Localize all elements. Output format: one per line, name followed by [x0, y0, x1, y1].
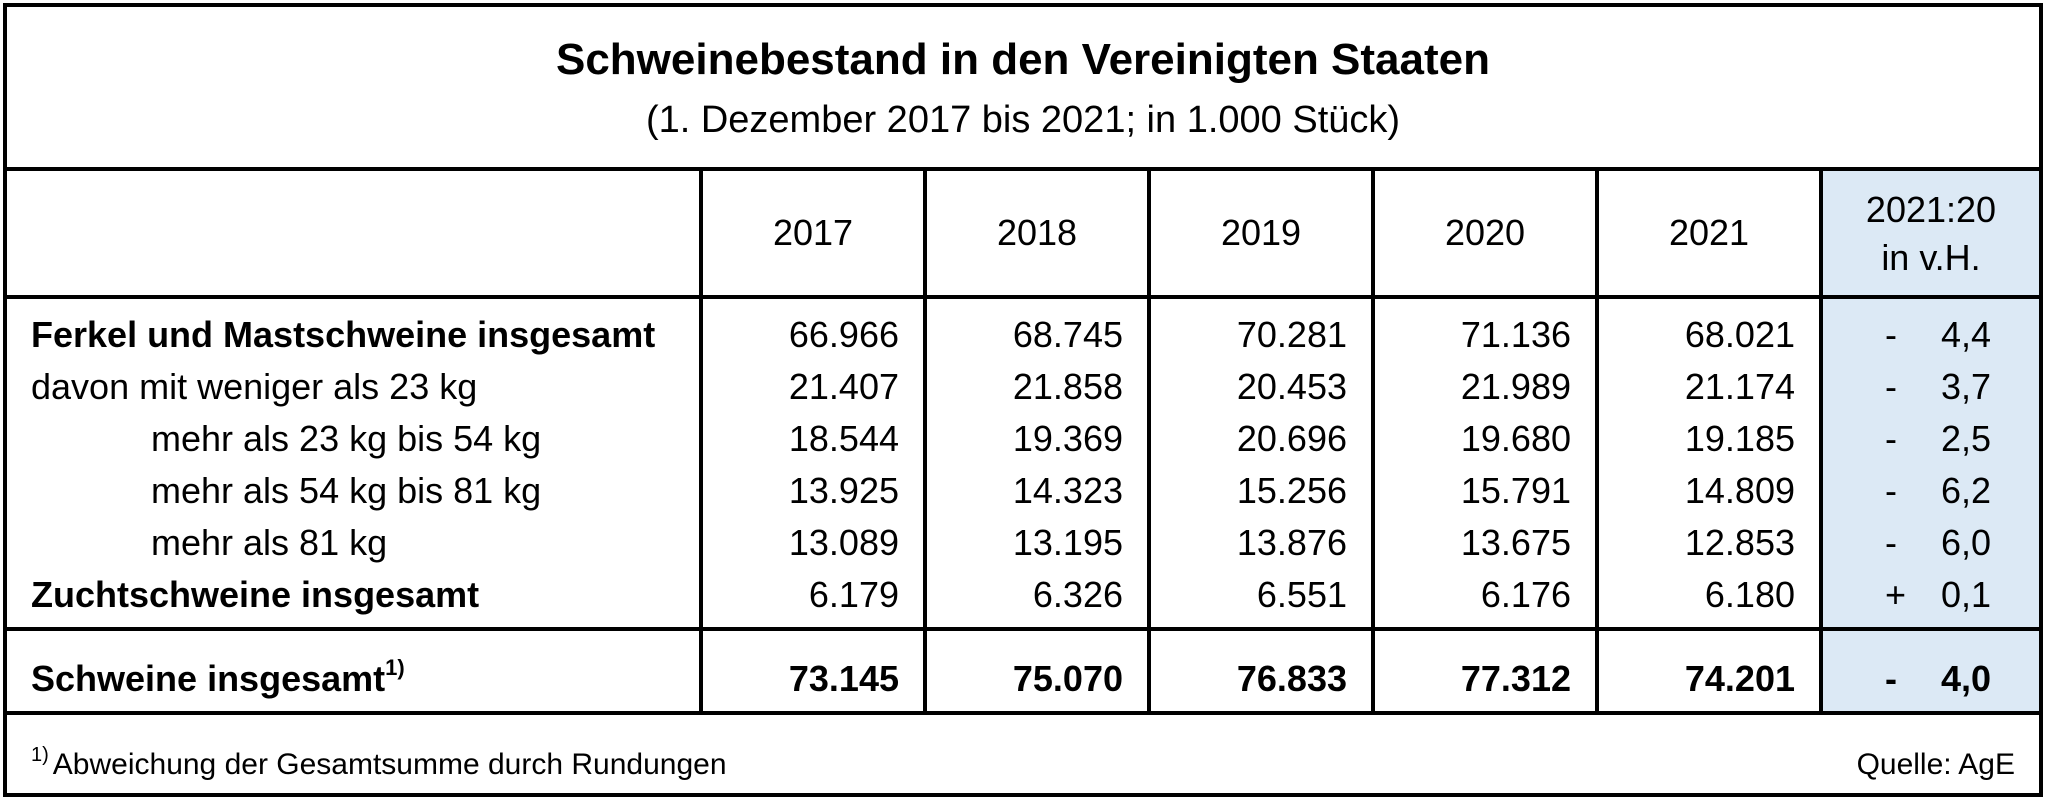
- row2-2017: 21.407: [788, 366, 899, 407]
- total-2021: 74.201: [1684, 658, 1795, 699]
- row6-change-sign: +: [1885, 574, 1907, 615]
- total-2019: 76.833: [1236, 658, 1347, 699]
- rule-below-total: [7, 711, 2039, 715]
- row5-2017: 13.089: [788, 522, 899, 563]
- row3-2018: 19.369: [1012, 418, 1123, 459]
- row1-2018: 68.745: [1012, 314, 1123, 355]
- row1-2019: 70.281: [1236, 314, 1347, 355]
- total-2020: 77.312: [1460, 658, 1571, 699]
- row2-2018: 21.858: [1012, 366, 1123, 407]
- row5-2018: 13.195: [1012, 522, 1123, 563]
- row5-2019: 13.876: [1236, 522, 1347, 563]
- row4-2021: 14.809: [1684, 470, 1795, 511]
- row3-2019: 20.696: [1236, 418, 1347, 459]
- total-2018: 75.070: [1012, 658, 1123, 699]
- row4-2020: 15.791: [1460, 470, 1571, 511]
- row5-2020: 13.675: [1460, 522, 1571, 563]
- row-label-under-23kg: davon mit weniger als 23 kg: [31, 366, 478, 407]
- row4-change-value: 6,2: [1940, 470, 1991, 511]
- rule-below-title: [7, 167, 2039, 171]
- footnote-text: Abweichung der Gesamtsumme durch Rundung…: [52, 748, 727, 781]
- row-label-zuchtschweine: Zuchtschweine insgesamt: [31, 574, 480, 615]
- header-2019: 2019: [1220, 212, 1302, 253]
- title-block: Schweinebestand in den Vereinigten Staat…: [7, 7, 2039, 167]
- col-divider-2: [923, 167, 927, 715]
- header-2017: 2017: [772, 212, 854, 253]
- total-label: Schweine insgesamt1): [31, 657, 405, 701]
- table-frame: Schweinebestand in den Vereinigten Staat…: [3, 3, 2043, 797]
- header-2020: 2020: [1444, 212, 1526, 253]
- table-subtitle: (1. Dezember 2017 bis 2021; in 1.000 Stü…: [645, 99, 1401, 141]
- row2-2019: 20.453: [1236, 366, 1347, 407]
- row5-change-sign: -: [1885, 522, 1897, 563]
- footnote: 1) Abweichung der Gesamtsumme durch Rundu…: [31, 745, 727, 785]
- row4-2019: 15.256: [1236, 470, 1347, 511]
- row3-change-value: 2,5: [1940, 418, 1991, 459]
- row1-2017: 66.966: [788, 314, 899, 355]
- footnote-mark: 1): [31, 744, 49, 766]
- row1-change-value: 4,4: [1940, 314, 1991, 355]
- row4-2018: 14.323: [1012, 470, 1123, 511]
- row-label-54-81kg: mehr als 54 kg bis 81 kg: [151, 470, 542, 511]
- row4-change-sign: -: [1885, 470, 1897, 511]
- total-change-sign: -: [1885, 658, 1897, 699]
- col-divider-6: [1819, 167, 1823, 715]
- row1-change-sign: -: [1885, 314, 1897, 355]
- row6-2020: 6.176: [1480, 574, 1571, 615]
- row5-2021: 12.853: [1684, 522, 1795, 563]
- row3-2017: 18.544: [788, 418, 899, 459]
- row4-2017: 13.925: [788, 470, 899, 511]
- total-2017: 73.145: [788, 658, 899, 699]
- row6-change-value: 0,1: [1940, 574, 1991, 615]
- row2-change-value: 3,7: [1940, 366, 1991, 407]
- row3-2021: 19.185: [1684, 418, 1795, 459]
- total-label-text: Schweine insgesamt: [31, 658, 386, 699]
- row-label-ferkel-mast: Ferkel und Mastschweine insgesamt: [31, 314, 656, 355]
- row2-2020: 21.989: [1460, 366, 1571, 407]
- row6-2021: 6.180: [1704, 574, 1795, 615]
- row2-2021: 21.174: [1684, 366, 1795, 407]
- header-2018: 2018: [996, 212, 1078, 253]
- change-column-shade: [1823, 167, 2039, 711]
- row6-2017: 6.179: [808, 574, 899, 615]
- col-divider-1: [699, 167, 703, 715]
- total-footnote-mark: 1): [385, 655, 405, 680]
- row3-change-sign: -: [1885, 418, 1897, 459]
- col-divider-3: [1147, 167, 1151, 715]
- rule-above-total: [7, 627, 2039, 631]
- col-divider-4: [1371, 167, 1375, 715]
- header-change-line2: in v.H.: [1881, 237, 1981, 278]
- row-label-23-54kg: mehr als 23 kg bis 54 kg: [151, 418, 542, 459]
- row5-change-value: 6,0: [1940, 522, 1991, 563]
- row6-2018: 6.326: [1032, 574, 1123, 615]
- header-2021: 2021: [1668, 212, 1750, 253]
- total-change-value: 4,0: [1940, 658, 1991, 699]
- row1-2020: 71.136: [1460, 314, 1571, 355]
- table-title: Schweinebestand in den Vereinigten Staat…: [555, 35, 1490, 84]
- row3-2020: 19.680: [1460, 418, 1571, 459]
- col-divider-5: [1595, 167, 1599, 715]
- row6-2019: 6.551: [1256, 574, 1347, 615]
- row2-change-sign: -: [1885, 366, 1897, 407]
- header-change-line1: 2021:20: [1865, 189, 1997, 230]
- source-note: Quelle: AgE: [1856, 748, 2015, 781]
- row-label-over-81kg: mehr als 81 kg: [151, 522, 388, 563]
- rule-below-header: [7, 295, 2039, 299]
- row1-2021: 68.021: [1684, 314, 1795, 355]
